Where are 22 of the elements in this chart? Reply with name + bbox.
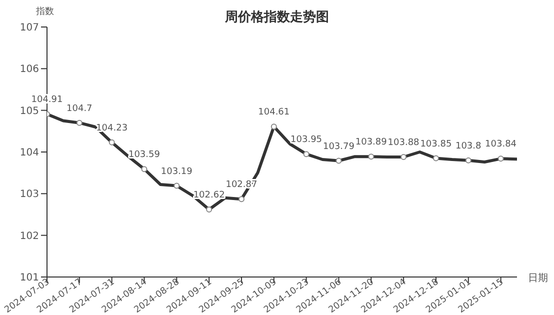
y-tick-label: 106 bbox=[20, 64, 39, 76]
data-label: 103.79 bbox=[322, 142, 355, 152]
data-label: 103.85 bbox=[420, 139, 452, 150]
data-label: 103.95 bbox=[290, 135, 322, 146]
data-label: 103.89 bbox=[355, 138, 388, 148]
chart-title: 周价格指数走势图 bbox=[225, 10, 329, 25]
y-tick-label: 101 bbox=[20, 272, 39, 284]
x-axis-title: 日期 bbox=[528, 272, 548, 285]
y-tick-label: 105 bbox=[20, 106, 39, 117]
data-label: 103.88 bbox=[388, 138, 420, 148]
data-label: 103.8 bbox=[455, 141, 482, 152]
data-label: 103.19 bbox=[160, 166, 193, 177]
y-tick-label: 103 bbox=[20, 189, 39, 200]
y-axis-title: 指数 bbox=[36, 6, 54, 18]
data-label: 103.59 bbox=[128, 150, 160, 160]
data-label: 102.62 bbox=[193, 190, 225, 200]
y-tick-label: 102 bbox=[20, 230, 39, 242]
data-label: 104.61 bbox=[258, 108, 290, 118]
y-tick-label: 107 bbox=[20, 22, 39, 34]
y-tick-label: 104 bbox=[20, 148, 39, 159]
data-label: 103.84 bbox=[485, 140, 517, 150]
data-label: 104.7 bbox=[66, 104, 92, 114]
